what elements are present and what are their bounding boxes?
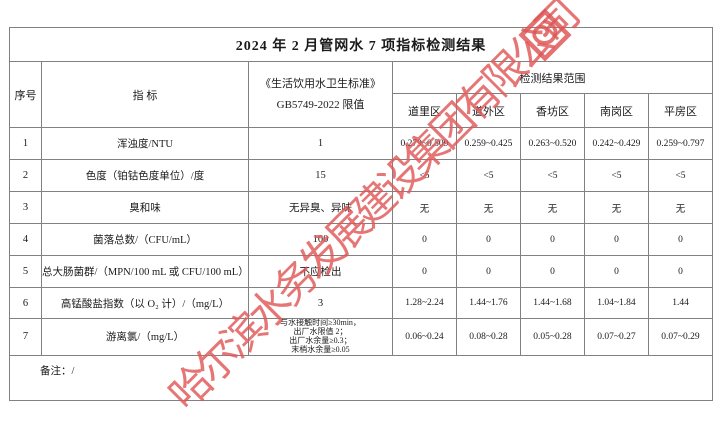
limit-cell: 100 — [248, 223, 393, 256]
value-cell: 0.242~0.429 — [584, 127, 649, 160]
limit-line: 末梢水余量≥0.05 — [291, 344, 350, 354]
indicator-cell: 总大肠菌群/（MPN/100 mL 或 CFU/100 mL） — [41, 255, 249, 288]
header-district-nangang: 南岗区 — [584, 93, 649, 128]
row-number: 4 — [9, 223, 42, 256]
remark-text: 备注：/ — [9, 354, 713, 401]
value-cell: 0.07~0.27 — [584, 318, 649, 356]
table-row: 5 总大肠菌群/（MPN/100 mL 或 CFU/100 mL） 不应检出 0… — [9, 255, 713, 288]
value-cell: 1.04~1.84 — [584, 287, 649, 319]
value-cell: 0 — [392, 223, 457, 256]
value-cell: 无 — [392, 191, 457, 224]
value-cell: <5 — [456, 159, 521, 192]
header-district-pingfang: 平房区 — [648, 93, 713, 128]
table-row: 6 高锰酸盐指数（以 O₂ 计）/（mg/L） 3 1.28~2.24 1.44… — [9, 287, 713, 319]
value-cell: 1.44 — [648, 287, 713, 319]
header-district-daowai: 道外区 — [456, 93, 521, 128]
value-cell: 0 — [520, 255, 585, 288]
remark-row: 备注：/ — [9, 354, 713, 401]
value-cell: 0.279~0.509 — [392, 127, 457, 160]
indicator-cell: 游离氯/（mg/L） — [41, 318, 249, 356]
water-quality-table: 2024 年 2 月管网水 7 项指标检测结果 序号 指 标 《生活饮用水卫生标… — [9, 27, 713, 401]
indicator-cell: 浑浊度/NTU — [41, 127, 249, 160]
value-cell: 0 — [456, 255, 521, 288]
value-cell: 无 — [520, 191, 585, 224]
table-row: 3 臭和味 无异臭、异味 无 无 无 无 无 — [9, 191, 713, 224]
header-seq: 序号 — [9, 61, 42, 128]
header-row-districts: 道里区 道外区 香坊区 南岗区 平房区 — [10, 93, 713, 128]
limit-line: 与水接触时间≥30min， — [280, 318, 361, 327]
row-number: 7 — [9, 318, 42, 356]
indicator-cell: 菌落总数/（CFU/mL） — [41, 223, 249, 256]
limit-cell: 无异臭、异味 — [248, 191, 393, 224]
value-cell: 0.07~0.29 — [648, 318, 713, 356]
value-cell: 0 — [456, 223, 521, 256]
value-cell: <5 — [648, 159, 713, 192]
value-cell: 1.28~2.24 — [392, 287, 457, 319]
table-title: 2024 年 2 月管网水 7 项指标检测结果 — [9, 27, 713, 62]
header-district-xiangfang: 香坊区 — [520, 93, 585, 128]
value-cell: 0.259~0.797 — [648, 127, 713, 160]
table-row: 7 游离氯/（mg/L） 与水接触时间≥30min， 出厂水限值 2； 出厂水余… — [9, 318, 713, 356]
limit-cell: 15 — [248, 159, 393, 192]
limit-cell: 1 — [248, 127, 393, 160]
value-cell: 1.44~1.76 — [456, 287, 521, 319]
row-number: 3 — [9, 191, 42, 224]
row-number: 5 — [9, 255, 42, 288]
value-cell: 无 — [584, 191, 649, 224]
value-cell: 0 — [584, 223, 649, 256]
limit-cell: 与水接触时间≥30min， 出厂水限值 2； 出厂水余量≥0.3； 末梢水余量≥… — [248, 318, 393, 356]
value-cell: 0 — [520, 223, 585, 256]
limit-cell: 不应检出 — [248, 255, 393, 288]
header-district-daoli: 道里区 — [392, 93, 457, 128]
value-cell: 0 — [392, 255, 457, 288]
limit-cell: 3 — [248, 287, 393, 319]
standard-name: 《生活饮用水卫生标准》 — [260, 77, 381, 90]
header-result-range: 检测结果范围 — [392, 61, 713, 94]
header-row-top: 序号 指 标 《生活饮用水卫生标准》 GB5749-2022 限值 检测结果范围 — [9, 61, 713, 128]
title-row: 2024 年 2 月管网水 7 项指标检测结果 — [9, 27, 713, 62]
row-number: 1 — [9, 127, 42, 160]
indicator-cell: 色度（铂钴色度单位）/度 — [41, 159, 249, 192]
header-indicator: 指 标 — [41, 61, 249, 128]
indicator-cell: 臭和味 — [41, 191, 249, 224]
table-row: 1 浑浊度/NTU 1 0.279~0.509 0.259~0.425 0.26… — [9, 127, 713, 160]
value-cell: 0 — [584, 255, 649, 288]
value-cell: <5 — [520, 159, 585, 192]
value-cell: 0.259~0.425 — [456, 127, 521, 160]
value-cell: 0.06~0.24 — [392, 318, 457, 356]
value-cell: 无 — [648, 191, 713, 224]
table-row: 2 色度（铂钴色度单位）/度 15 <5 <5 <5 <5 <5 — [9, 159, 713, 192]
value-cell: <5 — [392, 159, 457, 192]
value-cell: 0.263~0.520 — [520, 127, 585, 160]
standard-code: GB5749-2022 限值 — [276, 98, 365, 111]
value-cell: 0 — [648, 223, 713, 256]
row-number: 6 — [9, 287, 42, 319]
value-cell: 0 — [648, 255, 713, 288]
value-cell: 1.44~1.68 — [520, 287, 585, 319]
header-standard-limit: 《生活饮用水卫生标准》 GB5749-2022 限值 — [248, 61, 393, 128]
limit-line: 出厂水限值 2； — [293, 326, 348, 336]
value-cell: 无 — [456, 191, 521, 224]
limit-line: 出厂水余量≥0.3； — [289, 335, 352, 345]
indicator-cell: 高锰酸盐指数（以 O₂ 计）/（mg/L） — [41, 287, 249, 319]
value-cell: <5 — [584, 159, 649, 192]
table-row: 4 菌落总数/（CFU/mL） 100 0 0 0 0 0 — [9, 223, 713, 256]
row-number: 2 — [9, 159, 42, 192]
value-cell: 0.08~0.28 — [456, 318, 521, 356]
value-cell: 0.05~0.28 — [520, 318, 585, 356]
